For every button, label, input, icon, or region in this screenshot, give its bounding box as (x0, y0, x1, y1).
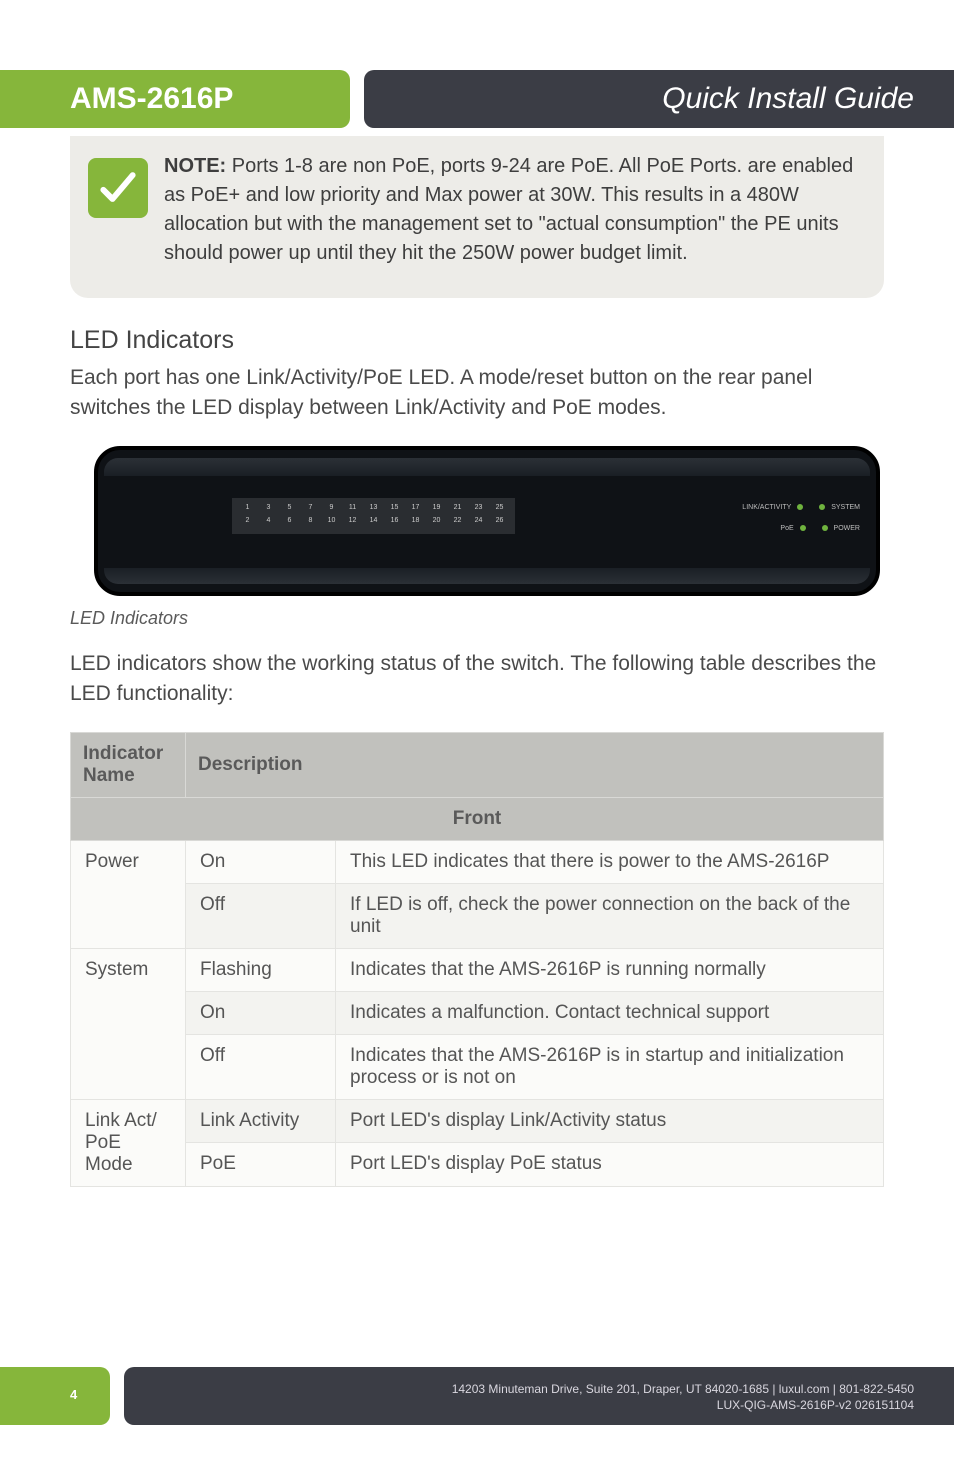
footer: 4 14203 Minuteman Drive, Suite 201, Drap… (0, 1367, 954, 1425)
model-badge: AMS-2616P (0, 70, 350, 128)
led-num: 22 (452, 517, 463, 524)
table-row: OffIf LED is off, check the power connec… (71, 883, 884, 948)
section-heading: LED Indicators (70, 326, 884, 355)
led-num: 9 (326, 504, 337, 511)
poe-label: PoE (780, 525, 793, 532)
system-label: SYSTEM (831, 504, 860, 511)
header-bar: AMS-2616P Quick Install Guide (0, 70, 954, 128)
footer-text: 14203 Minuteman Drive, Suite 201, Draper… (124, 1367, 954, 1425)
status-labels: LINK/ACTIVITY SYSTEM PoE POWER (742, 504, 860, 532)
led-num: 24 (473, 517, 484, 524)
power-led-icon (822, 525, 828, 531)
led-num: 3 (263, 504, 274, 511)
th-description: Description (186, 732, 884, 797)
led-num: 15 (389, 504, 400, 511)
led-num: 14 (368, 517, 379, 524)
led-num: 12 (347, 517, 358, 524)
state-cell: On (186, 991, 336, 1034)
table-row: SystemFlashingIndicates that the AMS-261… (71, 948, 884, 991)
led-num: 1 (242, 504, 253, 511)
led-num: 2 (242, 517, 253, 524)
led-num: 8 (305, 517, 316, 524)
led-num: 10 (326, 517, 337, 524)
system-led-icon (819, 504, 825, 510)
led-num: 13 (368, 504, 379, 511)
led-num: 25 (494, 504, 505, 511)
led-num: 26 (494, 517, 505, 524)
led-num: 11 (347, 504, 358, 511)
poe-led-icon (800, 525, 806, 531)
link-activity-label: LINK/ACTIVITY (742, 504, 791, 511)
guide-title: Quick Install Guide (364, 70, 954, 128)
state-cell: Link Activity (186, 1099, 336, 1143)
th-indicator-name: Indicator Name (71, 732, 186, 797)
led-num: 6 (284, 517, 295, 524)
state-cell: Off (186, 883, 336, 948)
state-cell: On (186, 840, 336, 883)
footer-line1: 14203 Minuteman Drive, Suite 201, Draper… (452, 1382, 914, 1396)
led-num: 20 (431, 517, 442, 524)
desc-cell: Indicates a malfunction. Contact technic… (336, 991, 884, 1034)
page-number: 4 (0, 1367, 110, 1425)
led-num: 4 (263, 517, 274, 524)
state-cell: Flashing (186, 948, 336, 991)
led-num: 18 (410, 517, 421, 524)
footer-line2: LUX-QIG-AMS-2616P-v2 026151104 (717, 1398, 914, 1412)
note-box: NOTE: Ports 1-8 are non PoE, ports 9-24 … (70, 136, 884, 298)
led-num: 17 (410, 504, 421, 511)
indicator-name-cell: System (71, 948, 186, 1099)
note-body: Ports 1-8 are non PoE, ports 9-24 are Po… (164, 155, 853, 264)
led-num: 16 (389, 517, 400, 524)
table-row: OffIndicates that the AMS-2616P is in st… (71, 1034, 884, 1099)
desc-cell: Port LED's display Link/Activity status (336, 1099, 884, 1143)
state-cell: Off (186, 1034, 336, 1099)
led-num: 5 (284, 504, 295, 511)
state-cell: PoE (186, 1143, 336, 1187)
indicator-name-cell: Link Act/ PoE Mode (71, 1099, 186, 1186)
indicator-name-cell: Power (71, 840, 186, 948)
th-front: Front (71, 797, 884, 840)
table-row: Link Act/ PoE ModeLink ActivityPort LED'… (71, 1099, 884, 1143)
led-num: 19 (431, 504, 442, 511)
section-desc: LED indicators show the working status o… (70, 649, 884, 710)
desc-cell: If LED is off, check the power connectio… (336, 883, 884, 948)
led-matrix: 135791113151719212325 246810121416182022… (232, 498, 515, 534)
image-caption: LED Indicators (70, 608, 884, 629)
led-num: 21 (452, 504, 463, 511)
note-text: NOTE: Ports 1-8 are non PoE, ports 9-24 … (164, 152, 858, 268)
note-label: NOTE: (164, 155, 226, 177)
desc-cell: Indicates that the AMS-2616P is running … (336, 948, 884, 991)
led-num: 7 (305, 504, 316, 511)
link-activity-led-icon (797, 504, 803, 510)
table-row: PoEPort LED's display PoE status (71, 1143, 884, 1187)
power-label: POWER (834, 525, 860, 532)
device-front-panel: 135791113151719212325 246810121416182022… (94, 446, 880, 596)
desc-cell: Port LED's display PoE status (336, 1143, 884, 1187)
led-table: Indicator Name Description Front PowerOn… (70, 732, 884, 1187)
checkmark-icon (88, 158, 148, 218)
desc-cell: Indicates that the AMS-2616P is in start… (336, 1034, 884, 1099)
desc-cell: This LED indicates that there is power t… (336, 840, 884, 883)
led-num: 23 (473, 504, 484, 511)
table-row: PowerOnThis LED indicates that there is … (71, 840, 884, 883)
section-intro: Each port has one Link/Activity/PoE LED.… (70, 363, 884, 424)
table-row: OnIndicates a malfunction. Contact techn… (71, 991, 884, 1034)
